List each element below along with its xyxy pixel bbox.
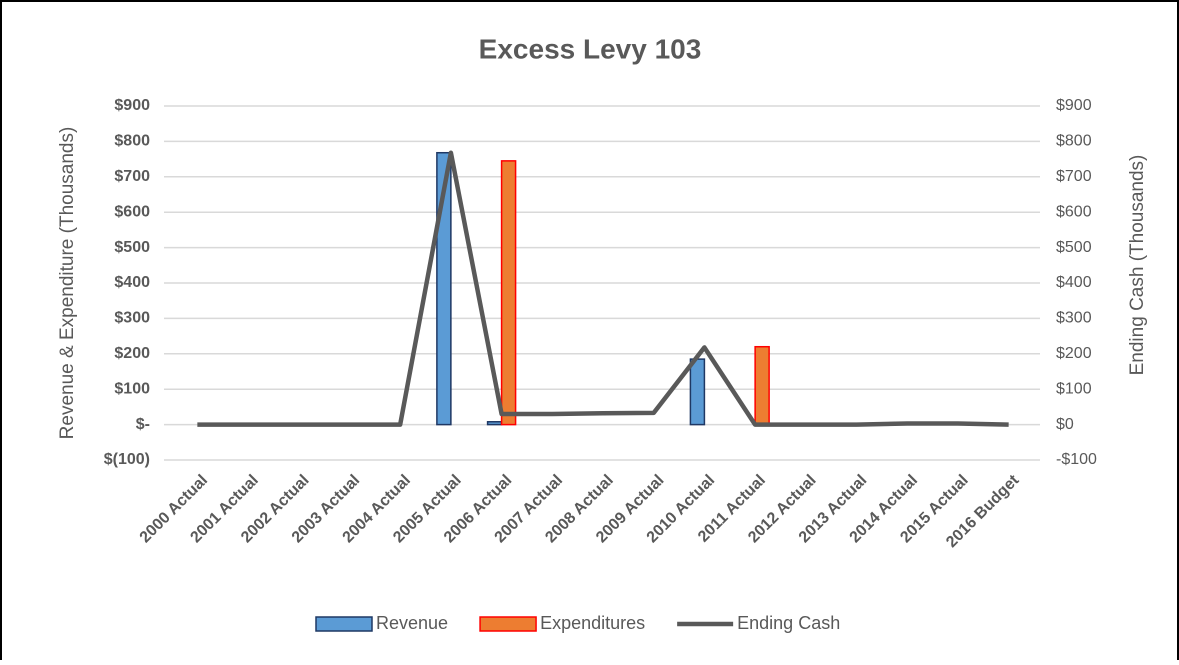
y2-tick-label: $400 (1056, 274, 1092, 291)
y2-tick-label: $0 (1056, 416, 1074, 433)
y-axis-title: Revenue & Expenditure (Thousands) (57, 127, 78, 440)
y-tick-label: $800 (114, 133, 150, 150)
y2-axis-title: Ending Cash (Thousands) (1127, 155, 1148, 376)
legend-swatch (479, 616, 537, 632)
legend-swatch (315, 616, 373, 632)
y2-tick-label: $200 (1056, 345, 1092, 362)
y-tick-label: $900 (114, 97, 150, 114)
y2-tick-label: $900 (1056, 97, 1092, 114)
y2-tick-label: $100 (1056, 380, 1092, 397)
y-tick-label: $- (136, 416, 150, 433)
bar (754, 345, 770, 426)
y2-tick-label: $300 (1056, 310, 1092, 327)
y-tick-label: $300 (114, 310, 150, 327)
y-tick-label: $200 (114, 345, 150, 362)
y-tick-label: $100 (114, 380, 150, 397)
legend-label: Ending Cash (737, 613, 840, 633)
y-tick-label: $600 (114, 203, 150, 220)
y2-tick-label: $800 (1056, 133, 1092, 150)
y2-tick-label: -$100 (1056, 451, 1097, 468)
y2-tick-label: $700 (1056, 168, 1092, 185)
legend-label: Revenue (376, 613, 448, 633)
legend-label: Expenditures (540, 613, 645, 633)
y2-tick-label: $600 (1056, 203, 1092, 220)
y-tick-label: $500 (114, 239, 150, 256)
bar (689, 358, 706, 426)
y-tick-label: $400 (114, 274, 150, 291)
chart-title: Excess Levy 103 (479, 33, 702, 64)
line (197, 150, 1009, 427)
y-tick-label: $700 (114, 168, 150, 185)
bar (500, 160, 517, 426)
bar (486, 421, 503, 426)
y-tick-label: $(100) (104, 451, 150, 468)
y2-tick-label: $500 (1056, 239, 1092, 256)
